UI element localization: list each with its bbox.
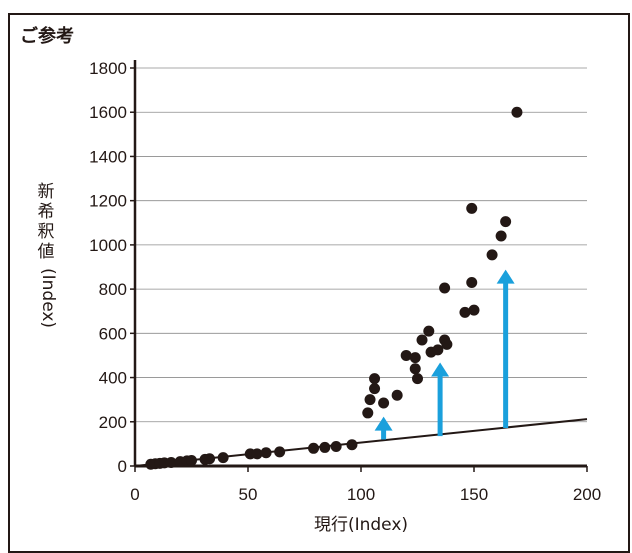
note-label: ご参考 (20, 26, 74, 47)
y-axis-label-vertical: 新希釈値 (37, 182, 55, 262)
data-point (319, 441, 331, 453)
y-tick-label: 600 (99, 324, 127, 343)
y-tick-labels: 0 200 400 600 800 1000 1200 1400 1600 1800 (89, 59, 127, 476)
data-point (330, 441, 342, 453)
data-point (378, 397, 390, 409)
data-point (432, 344, 444, 356)
data-point (466, 276, 478, 288)
y-tick-label: 200 (99, 413, 127, 432)
data-point (409, 363, 421, 375)
data-point (441, 338, 453, 350)
y-tick-label: 1400 (89, 147, 127, 166)
data-point (274, 446, 286, 458)
y-tick-label: 1600 (89, 103, 127, 122)
data-point (362, 407, 374, 419)
data-point (217, 452, 229, 464)
x-tick-label: 100 (347, 485, 375, 504)
y-tick-label: 0 (118, 457, 127, 476)
data-point (468, 304, 480, 316)
y-tick-label: 1200 (89, 192, 127, 211)
data-point (369, 373, 381, 385)
data-point (346, 439, 358, 451)
data-point (400, 349, 412, 361)
arrow-head (496, 269, 515, 284)
x-axis-label: 現行(Index) (314, 515, 408, 535)
y-tick-label: 800 (99, 280, 127, 299)
data-point (186, 454, 197, 466)
arrows-group (374, 269, 515, 440)
data-point (251, 448, 263, 460)
grid-lines (130, 67, 587, 467)
arrow-head (374, 416, 393, 431)
x-tick-label: 150 (460, 485, 488, 504)
data-point (369, 383, 381, 395)
x-tick-label: 50 (239, 485, 258, 504)
data-point (416, 334, 428, 346)
data-point (308, 442, 320, 454)
data-point (204, 453, 216, 465)
data-point (459, 306, 471, 318)
y-axis-label: 新希釈値 (Index) (34, 182, 59, 328)
y-tick-label: 400 (99, 369, 127, 388)
data-point (466, 202, 478, 214)
data-point (486, 249, 498, 261)
data-point (500, 216, 512, 228)
data-point (391, 389, 403, 401)
y-tick-label: 1800 (89, 59, 127, 78)
x-tick-label: 200 (573, 485, 601, 504)
axes (133, 60, 587, 468)
arrow-head (431, 362, 450, 377)
data-point (412, 373, 423, 385)
data-point (409, 352, 421, 364)
data-point (423, 325, 435, 337)
data-point (260, 447, 272, 459)
data-point (495, 230, 507, 242)
data-points (145, 106, 523, 470)
x-tick-label: 0 (130, 485, 139, 504)
x-tick-labels: 0 50 100 150 200 (130, 466, 601, 504)
data-point (511, 106, 523, 118)
data-point (439, 282, 451, 294)
data-point (364, 394, 376, 406)
y-tick-label: 1000 (89, 236, 127, 255)
data-point (165, 456, 177, 468)
